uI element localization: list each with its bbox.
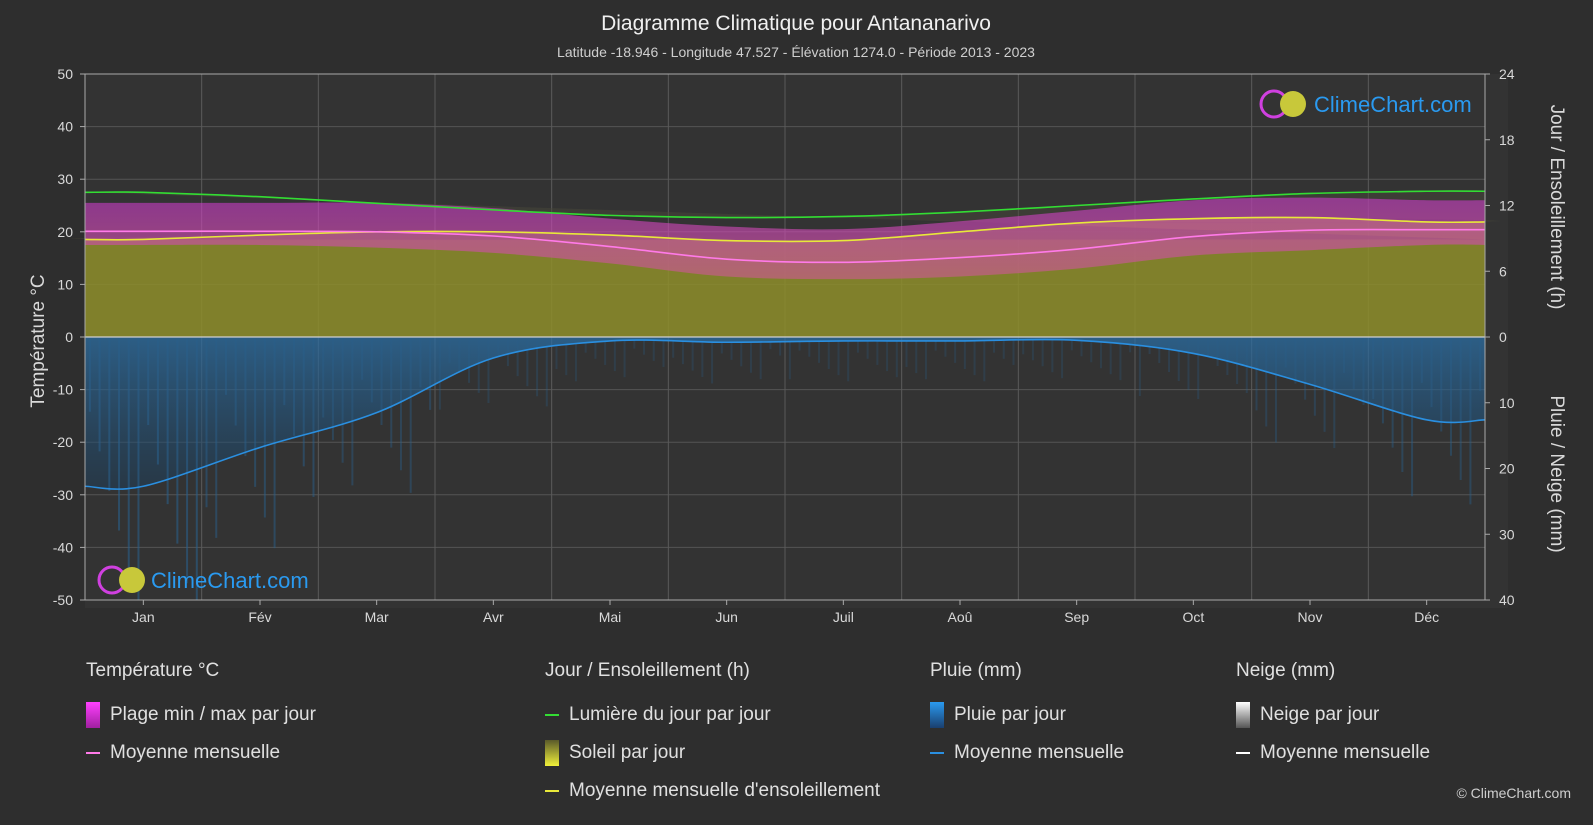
legend-label: Plage min / max par jour (110, 704, 316, 725)
y-left-tick-label: 20 (57, 224, 73, 240)
legend-label: Moyenne mensuelle d'ensoleillement (569, 780, 880, 801)
legend-item: Neige par jour (1236, 696, 1430, 734)
logo-sun-icon (1280, 91, 1306, 117)
copyright: © ClimeChart.com (1456, 785, 1571, 801)
line-swatch (930, 752, 944, 754)
y-left-label: Température °C (28, 274, 49, 407)
legend-title: Neige (mm) (1236, 660, 1336, 681)
sunshine-swatch (545, 740, 559, 766)
legend-label: Soleil par jour (569, 742, 686, 763)
line-swatch (545, 714, 559, 716)
y-left-tick-label: 40 (57, 119, 73, 135)
legend-item: Plage min / max par jour (86, 696, 316, 734)
x-tick-label: Avr (483, 609, 504, 625)
axes: 50 40 30 20 10 0 -10 -20 -30 -40 -50 24 18 12 6 0 10 20 30… (53, 66, 1515, 625)
legend-label: Moyenne mensuelle (1260, 742, 1431, 763)
legend-item: Moyenne mensuelle (930, 734, 1124, 772)
y-left-tick-label: -40 (53, 539, 73, 555)
legend-label: Moyenne mensuelle (954, 742, 1125, 763)
x-tick-label: Jan (132, 609, 155, 625)
x-tick-label: Aoû (948, 609, 973, 625)
y-left-tick-label: 10 (57, 276, 73, 292)
x-tick-label: Sep (1064, 609, 1089, 625)
watermark-bottom: ClimeChart.com (97, 565, 309, 595)
y-right-tick-label: 0 (1499, 329, 1507, 345)
legend-item: Pluie par jour (930, 696, 1124, 734)
line-swatch (1236, 752, 1250, 754)
data-lines (84, 190, 1486, 490)
y-right-tick-label: 6 (1499, 263, 1507, 279)
y-left-tick-label: 30 (57, 171, 73, 187)
watermark-top: ClimeChart.com (1259, 89, 1472, 119)
y-right-tick-label: 18 (1499, 132, 1515, 148)
legend-rain: Pluie (mm) Pluie par jour Moyenne mensue… (930, 660, 1124, 772)
legend-label: Pluie par jour (954, 704, 1066, 725)
legend-title: Température °C (86, 660, 220, 681)
y-right-top-label: Jour / Ensoleillement (h) (1546, 105, 1567, 310)
legend-title: Jour / Ensoleillement (h) (545, 660, 750, 681)
y-left-tick-label: -10 (53, 382, 73, 398)
rain-swatch (930, 702, 944, 728)
legend-snow: Neige (mm) Neige par jour Moyenne mensue… (1236, 660, 1430, 772)
legend-title: Pluie (mm) (930, 660, 1022, 681)
x-tick-label: Oct (1182, 609, 1204, 625)
rain-mean-line (84, 338, 1486, 490)
x-tick-label: Nov (1298, 609, 1323, 625)
y-right-tick-label: 12 (1499, 198, 1515, 214)
y-left-tick-label: -30 (53, 487, 73, 503)
range-swatch (86, 702, 100, 728)
y-right-tick-label: 20 (1499, 461, 1515, 477)
legend-item: Moyenne mensuelle (86, 734, 316, 772)
y-right-tick-label: 10 (1499, 395, 1515, 411)
x-tick-label: Juil (833, 609, 854, 625)
watermark-text: ClimeChart.com (1314, 92, 1472, 117)
x-tick-label: Mai (599, 609, 622, 625)
rain-area (85, 337, 1485, 490)
x-tick-label: Jun (715, 609, 738, 625)
sunshine-mean-line (84, 216, 1486, 243)
watermark-text: ClimeChart.com (151, 568, 309, 593)
legend-item: Lumière du jour par jour (545, 696, 880, 734)
legend-label: Neige par jour (1260, 704, 1380, 725)
legend-item: Moyenne mensuelle (1236, 734, 1430, 772)
y-left-tick-label: 50 (57, 66, 73, 82)
y-left-tick-label: 0 (65, 329, 73, 345)
chart-subtitle: Latitude -18.946 - Longitude 47.527 - Él… (557, 44, 1035, 60)
y-right-tick-label: 40 (1499, 592, 1515, 608)
y-right-tick-label: 30 (1499, 526, 1515, 542)
x-tick-label: Déc (1414, 609, 1439, 625)
y-left-tick-label: -20 (53, 434, 73, 450)
temperature-range-band (85, 197, 1485, 280)
temperature-mean-line (84, 228, 1486, 264)
legend-temperature: Température °C Plage min / max par jour … (86, 660, 316, 772)
legend-label: Lumière du jour par jour (569, 704, 771, 725)
chart-title: Diagramme Climatique pour Antananarivo (601, 12, 991, 35)
legend-item: Moyenne mensuelle d'ensoleillement (545, 772, 880, 810)
snow-swatch (1236, 702, 1250, 728)
legend-item: Soleil par jour (545, 734, 880, 772)
legend-sun: Jour / Ensoleillement (h) Lumière du jou… (545, 660, 880, 810)
x-tick-label: Mar (365, 609, 389, 625)
line-swatch (86, 752, 100, 754)
y-right-tick-label: 24 (1499, 66, 1515, 82)
y-right-bottom-label: Pluie / Neige (mm) (1546, 395, 1567, 552)
x-tick-label: Fév (248, 609, 271, 625)
y-left-tick-label: -50 (53, 592, 73, 608)
daylight-line (84, 190, 1486, 219)
logo-sun-icon (119, 567, 145, 593)
legend-label: Moyenne mensuelle (110, 742, 281, 763)
line-swatch (545, 790, 559, 792)
